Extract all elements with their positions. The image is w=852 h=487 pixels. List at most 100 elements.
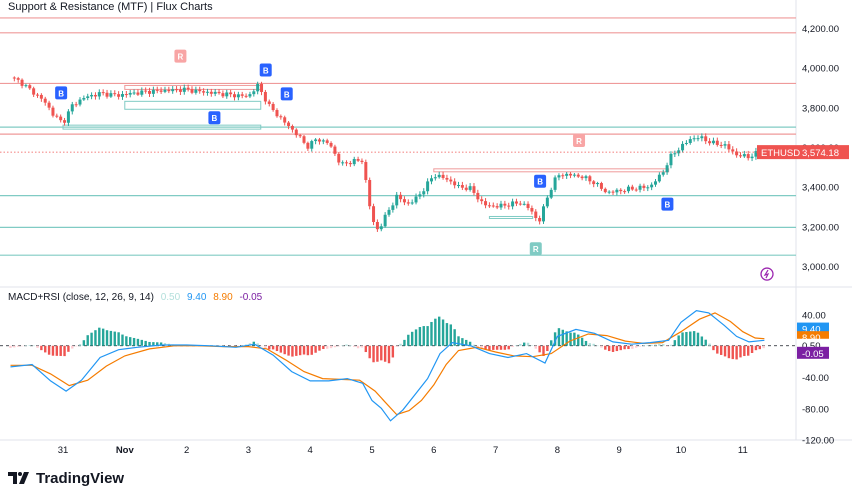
histogram-bar: [484, 345, 487, 350]
candle-body: [642, 185, 646, 188]
badge-box: [573, 134, 586, 148]
signal-badge-r: R: [573, 134, 586, 148]
candle: [677, 147, 681, 157]
candle-body: [395, 194, 399, 206]
histogram-bar: [681, 332, 684, 346]
candle: [576, 173, 580, 178]
histogram-bar: [511, 345, 514, 348]
candle: [47, 100, 51, 111]
histogram-bar: [499, 345, 503, 350]
candle-body: [39, 94, 43, 99]
candle-body: [511, 201, 515, 207]
histogram-bar: [689, 331, 692, 346]
candle-body: [673, 153, 677, 155]
indicator-value-tag: -0.05: [797, 346, 829, 360]
candle: [151, 86, 155, 97]
candle-body: [735, 151, 739, 156]
histogram-bar: [144, 340, 147, 346]
histogram-bar: [441, 319, 445, 346]
candle: [148, 87, 152, 97]
candle-body: [209, 91, 213, 94]
histogram-bar: [430, 321, 433, 346]
histogram-bar: [747, 345, 750, 356]
candle: [580, 175, 584, 181]
candle-body: [225, 92, 229, 97]
candle: [742, 150, 746, 158]
candle-body: [503, 203, 507, 206]
candle-body: [86, 96, 90, 99]
signal-badge-r: R: [174, 49, 187, 63]
candle: [372, 203, 376, 226]
signal-badge-b: B: [55, 86, 68, 100]
candle: [460, 181, 464, 191]
histogram-bar: [279, 345, 283, 353]
resistance-zone: [433, 168, 670, 173]
price-tick-label: 3,000.00: [802, 262, 839, 273]
candle-body: [329, 142, 333, 147]
indicator-legend: MACD+RSI (close, 12, 26, 9, 14) 0.50 9.4…: [8, 292, 262, 303]
candle: [43, 96, 47, 106]
candle: [638, 183, 642, 193]
candle: [569, 172, 573, 179]
candle: [128, 89, 132, 98]
histogram-bar: [322, 345, 325, 350]
badge-label: R: [533, 245, 539, 254]
indicator-tick-label: -120.00: [802, 436, 834, 447]
candle-body: [236, 94, 240, 98]
candle-body: [623, 191, 627, 193]
time-tick-label: 9: [617, 445, 622, 456]
time-tick-label: 4: [308, 445, 313, 456]
histogram-bar: [78, 344, 82, 346]
candle-body: [677, 150, 681, 154]
histogram-bar: [434, 318, 437, 346]
candle-body: [615, 189, 619, 193]
candle: [275, 108, 279, 118]
candle-body: [711, 140, 715, 144]
candle: [306, 141, 310, 151]
histogram-bar: [314, 345, 317, 353]
candle: [615, 188, 619, 196]
signal-badge-b: B: [534, 174, 547, 188]
candle-body: [302, 136, 306, 143]
histogram-bar: [40, 345, 43, 351]
candle-body: [576, 174, 580, 177]
candle-body: [16, 78, 20, 80]
candle-body: [634, 189, 638, 191]
histogram-bar: [665, 345, 669, 347]
candle: [82, 95, 86, 101]
histogram-bar: [565, 331, 568, 346]
candle: [418, 191, 422, 200]
histogram-bar: [449, 324, 452, 346]
candle: [402, 196, 406, 206]
candle-body: [28, 85, 32, 89]
candle-body: [565, 173, 569, 176]
candle: [387, 207, 391, 217]
candle-body: [182, 87, 186, 92]
histogram-bar: [407, 334, 410, 346]
candle-body: [738, 155, 742, 157]
histogram-bar: [561, 329, 565, 346]
candle: [623, 189, 627, 194]
candle: [356, 156, 360, 163]
candle: [144, 87, 148, 94]
candle: [626, 184, 630, 194]
candle-body: [186, 87, 190, 90]
candle-body: [140, 90, 144, 95]
histogram-bar: [353, 345, 356, 347]
candle-body: [557, 175, 561, 178]
candle-body: [372, 206, 376, 222]
histogram-bar: [673, 340, 677, 346]
badge-box: [280, 87, 293, 101]
histogram-bar: [743, 345, 746, 357]
candle-body: [708, 141, 712, 144]
histogram-bar: [453, 329, 456, 346]
histogram-bar: [136, 338, 140, 346]
histogram-bar: [55, 345, 59, 356]
candle-body: [731, 149, 735, 152]
candle-body: [368, 179, 372, 207]
candle-body: [379, 226, 383, 230]
candle: [105, 89, 109, 99]
badge-label: B: [665, 201, 671, 210]
histogram-bar: [611, 345, 615, 352]
